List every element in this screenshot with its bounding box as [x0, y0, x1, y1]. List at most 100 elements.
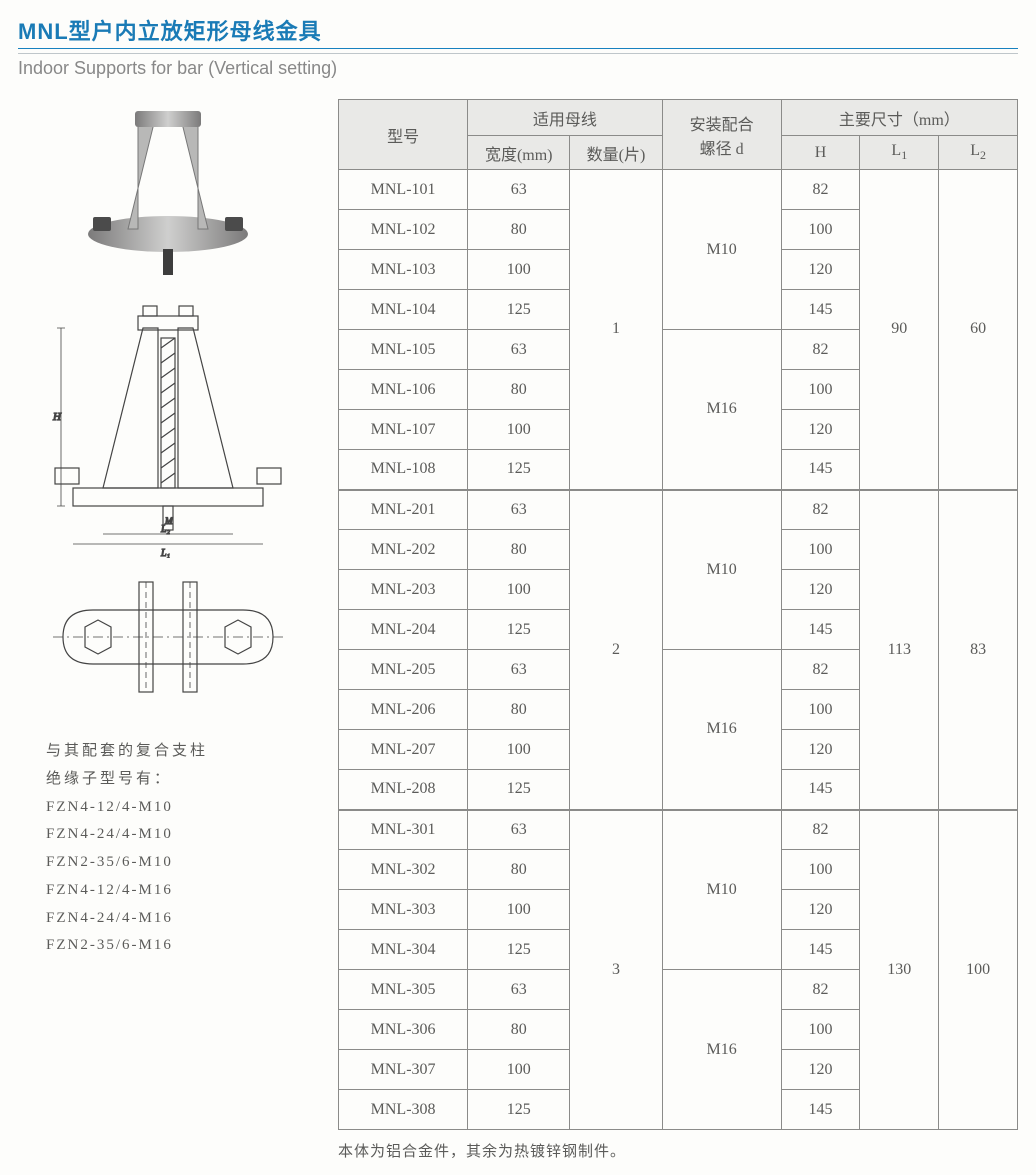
note-line-2: 绝缘子型号有： — [46, 766, 318, 794]
cell-width: 63 — [468, 330, 570, 370]
th-L1: L1 — [860, 136, 939, 170]
cell-model: MNL-303 — [339, 890, 468, 930]
th-bolt: 安装配合螺径 d — [662, 100, 781, 170]
svg-text:M: M — [164, 516, 173, 526]
cell-H: 82 — [781, 490, 860, 530]
cell-bolt: M10 — [662, 170, 781, 330]
cell-H: 82 — [781, 650, 860, 690]
title-rule-light — [18, 53, 1018, 54]
cell-H: 120 — [781, 410, 860, 450]
cell-model: MNL-207 — [339, 730, 468, 770]
cell-model: MNL-107 — [339, 410, 468, 450]
cell-width: 125 — [468, 770, 570, 810]
th-dims: 主要尺寸（mm） — [781, 100, 1017, 136]
cell-L1: 90 — [860, 170, 939, 490]
cell-H: 100 — [781, 850, 860, 890]
cell-model: MNL-203 — [339, 570, 468, 610]
cell-L2: 83 — [939, 490, 1018, 810]
svg-text:H: H — [52, 411, 62, 423]
cell-H: 100 — [781, 1010, 860, 1050]
cell-width: 63 — [468, 170, 570, 210]
cell-H: 82 — [781, 970, 860, 1010]
cell-L1: 130 — [860, 810, 939, 1130]
cell-H: 145 — [781, 290, 860, 330]
cell-H: 120 — [781, 570, 860, 610]
cell-width: 125 — [468, 1090, 570, 1130]
cell-H: 100 — [781, 370, 860, 410]
cell-model: MNL-201 — [339, 490, 468, 530]
cell-width: 80 — [468, 530, 570, 570]
cell-model: MNL-307 — [339, 1050, 468, 1090]
cell-model: MNL-104 — [339, 290, 468, 330]
cell-bolt: M16 — [662, 330, 781, 490]
title-rule — [18, 48, 1018, 49]
cell-L2: 100 — [939, 810, 1018, 1130]
cell-model: MNL-103 — [339, 250, 468, 290]
cell-H: 120 — [781, 1050, 860, 1090]
cell-bolt: M16 — [662, 650, 781, 810]
cell-model: MNL-306 — [339, 1010, 468, 1050]
insulator-model: FZN2-35/6-M10 — [46, 849, 318, 877]
cell-model: MNL-204 — [339, 610, 468, 650]
cell-width: 100 — [468, 1050, 570, 1090]
cell-model: MNL-208 — [339, 770, 468, 810]
cell-H: 145 — [781, 930, 860, 970]
title-cn: MNL型户内立放矩形母线金具 — [18, 14, 1018, 46]
cell-width: 100 — [468, 570, 570, 610]
th-width: 宽度(mm) — [468, 136, 570, 170]
cell-model: MNL-302 — [339, 850, 468, 890]
cell-width: 100 — [468, 890, 570, 930]
cell-bolt: M10 — [662, 810, 781, 970]
cell-H: 82 — [781, 170, 860, 210]
cell-H: 82 — [781, 810, 860, 850]
cell-bolt: M10 — [662, 490, 781, 650]
cell-width: 63 — [468, 970, 570, 1010]
th-busbar: 适用母线 — [468, 100, 662, 136]
cell-H: 120 — [781, 250, 860, 290]
spec-table: 型号 适用母线 安装配合螺径 d 主要尺寸（mm） 宽度(mm) 数量(片) H… — [338, 99, 1018, 1130]
cell-width: 63 — [468, 650, 570, 690]
cell-width: 63 — [468, 490, 570, 530]
cell-width: 100 — [468, 410, 570, 450]
cell-qty: 2 — [570, 490, 662, 810]
insulator-model: FZN4-24/4-M16 — [46, 905, 318, 933]
drawing-top — [43, 572, 293, 702]
cell-width: 100 — [468, 250, 570, 290]
cell-width: 100 — [468, 730, 570, 770]
cell-H: 120 — [781, 890, 860, 930]
insulator-model: FZN4-24/4-M10 — [46, 821, 318, 849]
cell-H: 145 — [781, 610, 860, 650]
svg-text:L₁: L₁ — [160, 548, 170, 558]
insulator-model: FZN2-35/6-M16 — [46, 932, 318, 960]
cell-model: MNL-105 — [339, 330, 468, 370]
cell-H: 145 — [781, 450, 860, 490]
cell-model: MNL-106 — [339, 370, 468, 410]
cell-width: 125 — [468, 930, 570, 970]
cell-H: 145 — [781, 770, 860, 810]
footnote: 本体为铝合金件，其余为热镀锌钢制件。 — [338, 1140, 1018, 1161]
insulator-model: FZN4-12/4-M10 — [46, 794, 318, 822]
insulator-model: FZN4-12/4-M16 — [46, 877, 318, 905]
cell-model: MNL-308 — [339, 1090, 468, 1130]
cell-model: MNL-301 — [339, 810, 468, 850]
cell-qty: 3 — [570, 810, 662, 1130]
cell-model: MNL-102 — [339, 210, 468, 250]
cell-width: 125 — [468, 610, 570, 650]
cell-H: 100 — [781, 690, 860, 730]
cell-L2: 60 — [939, 170, 1018, 490]
cell-width: 63 — [468, 810, 570, 850]
title-en: Indoor Supports for bar (Vertical settin… — [18, 58, 1018, 79]
cell-H: 145 — [781, 1090, 860, 1130]
cell-model: MNL-305 — [339, 970, 468, 1010]
th-H: H — [781, 136, 860, 170]
cell-L1: 113 — [860, 490, 939, 810]
th-model: 型号 — [339, 100, 468, 170]
cell-width: 80 — [468, 210, 570, 250]
cell-width: 80 — [468, 1010, 570, 1050]
cell-qty: 1 — [570, 170, 662, 490]
cell-width: 125 — [468, 290, 570, 330]
note-line-1: 与其配套的复合支柱 — [46, 738, 318, 766]
cell-H: 82 — [781, 330, 860, 370]
cell-model: MNL-205 — [339, 650, 468, 690]
cell-model: MNL-206 — [339, 690, 468, 730]
